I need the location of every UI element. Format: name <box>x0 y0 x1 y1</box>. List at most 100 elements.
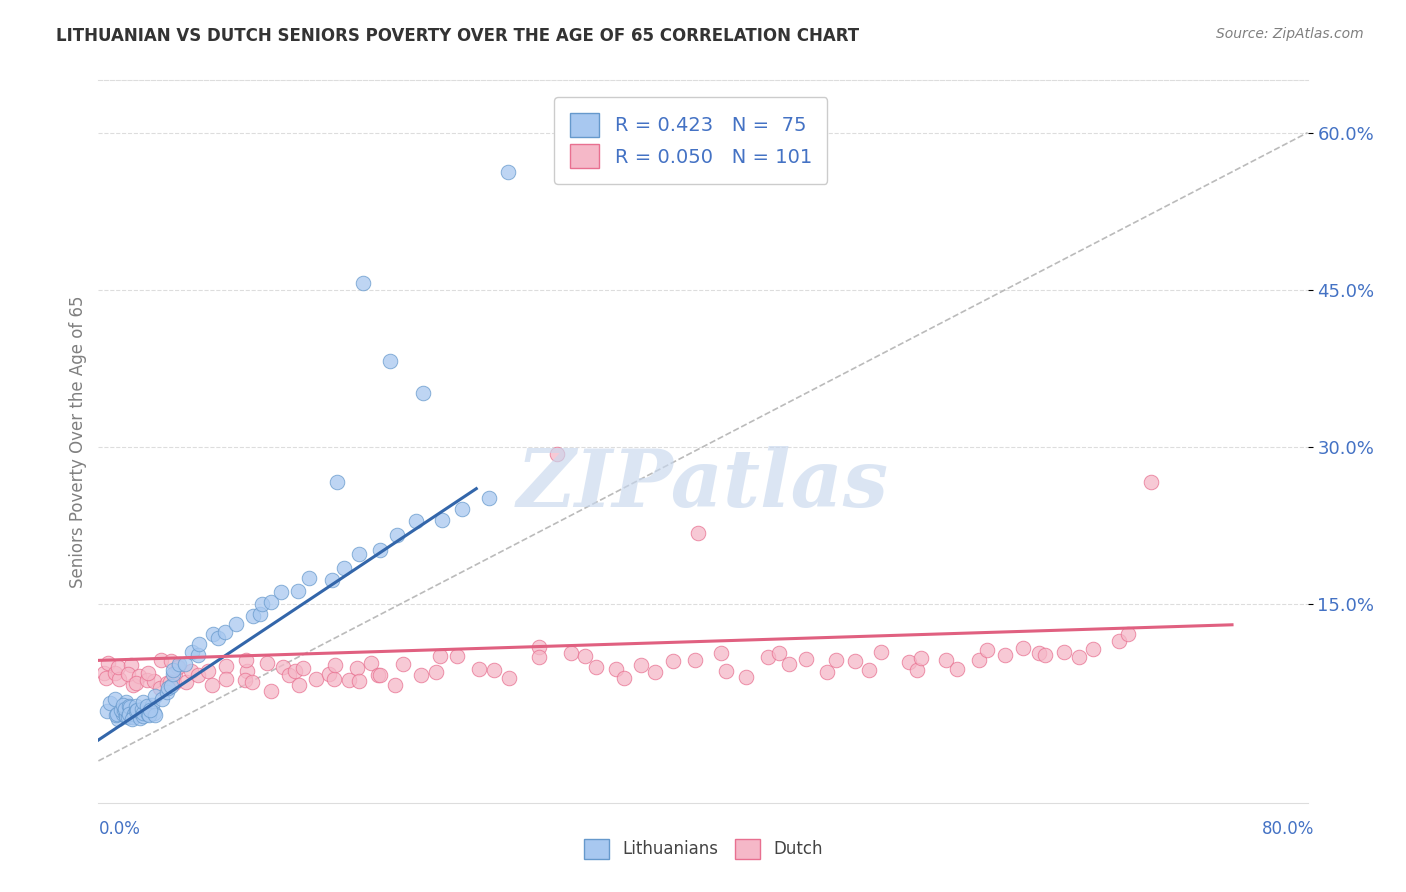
Point <box>318 667 340 681</box>
Point <box>121 678 143 692</box>
Point <box>112 707 135 722</box>
Point <box>149 681 172 695</box>
Point <box>132 695 155 709</box>
Point <box>482 663 505 677</box>
Point <box>107 712 129 726</box>
Point <box>93 666 115 681</box>
Point <box>337 673 360 687</box>
Point <box>187 668 209 682</box>
Text: 0.0%: 0.0% <box>98 820 141 838</box>
Point <box>187 637 209 651</box>
Point <box>181 645 204 659</box>
Point <box>907 663 929 677</box>
Point <box>322 672 344 686</box>
Point <box>778 657 800 671</box>
Point <box>162 663 184 677</box>
Point <box>260 595 283 609</box>
Point <box>96 656 118 670</box>
Point <box>139 703 162 717</box>
Point <box>529 649 551 664</box>
Point <box>1081 641 1104 656</box>
Point <box>114 709 136 723</box>
Point <box>278 667 301 681</box>
Point <box>967 653 990 667</box>
Point <box>128 711 150 725</box>
Text: Source: ZipAtlas.com: Source: ZipAtlas.com <box>1216 27 1364 41</box>
Point <box>121 710 143 724</box>
Point <box>163 666 186 681</box>
Point <box>815 665 838 679</box>
Point <box>143 689 166 703</box>
Text: ZIPatlas: ZIPatlas <box>517 446 889 524</box>
Point <box>197 664 219 678</box>
Point <box>141 698 163 712</box>
Point <box>156 685 179 699</box>
Point <box>132 709 155 723</box>
Point <box>605 662 627 676</box>
Point <box>96 704 118 718</box>
Point <box>387 528 409 542</box>
Point <box>304 672 326 686</box>
Point <box>768 646 790 660</box>
Point <box>120 657 142 672</box>
Legend: R = 0.423   N =  75, R = 0.050   N = 101: R = 0.423 N = 75, R = 0.050 N = 101 <box>554 97 828 184</box>
Point <box>215 672 238 686</box>
Point <box>270 585 292 599</box>
Point <box>149 653 172 667</box>
Point <box>370 543 392 558</box>
Point <box>131 702 153 716</box>
Point <box>207 632 229 646</box>
Point <box>271 660 294 674</box>
Point <box>125 698 148 713</box>
Y-axis label: Seniors Poverty Over the Age of 65: Seniors Poverty Over the Age of 65 <box>69 295 87 588</box>
Point <box>142 674 165 689</box>
Point <box>107 659 129 673</box>
Point <box>321 573 343 587</box>
Point <box>976 643 998 657</box>
Point <box>392 657 415 671</box>
Point <box>115 695 138 709</box>
Point <box>214 624 236 639</box>
Point <box>159 674 181 689</box>
Point <box>118 706 141 721</box>
Point <box>225 617 247 632</box>
Point <box>240 675 263 690</box>
Point <box>844 654 866 668</box>
Point <box>560 646 582 660</box>
Point <box>292 660 315 674</box>
Point <box>1108 634 1130 648</box>
Point <box>112 703 135 717</box>
Point <box>174 675 197 690</box>
Point <box>683 652 706 666</box>
Point <box>1028 646 1050 660</box>
Legend: Lithuanians, Dutch: Lithuanians, Dutch <box>576 832 830 866</box>
Point <box>235 653 257 667</box>
Point <box>142 706 165 720</box>
Point <box>425 665 447 679</box>
Point <box>405 514 427 528</box>
Point <box>125 675 148 690</box>
Point <box>250 597 273 611</box>
Point <box>662 654 685 668</box>
Point <box>346 661 368 675</box>
Point <box>367 667 389 681</box>
Point <box>574 648 596 663</box>
Point <box>688 526 710 541</box>
Point <box>935 653 957 667</box>
Point <box>233 673 256 687</box>
Point <box>326 475 349 489</box>
Point <box>527 640 550 654</box>
Point <box>104 707 127 722</box>
Point <box>260 683 283 698</box>
Point <box>157 681 180 695</box>
Point <box>1053 645 1076 659</box>
Point <box>236 665 259 679</box>
Point <box>858 663 880 677</box>
Point <box>352 277 374 291</box>
Point <box>156 676 179 690</box>
Point <box>187 648 209 663</box>
Point <box>644 665 666 680</box>
Point <box>98 696 121 710</box>
Point <box>215 659 238 673</box>
Point <box>496 165 519 179</box>
